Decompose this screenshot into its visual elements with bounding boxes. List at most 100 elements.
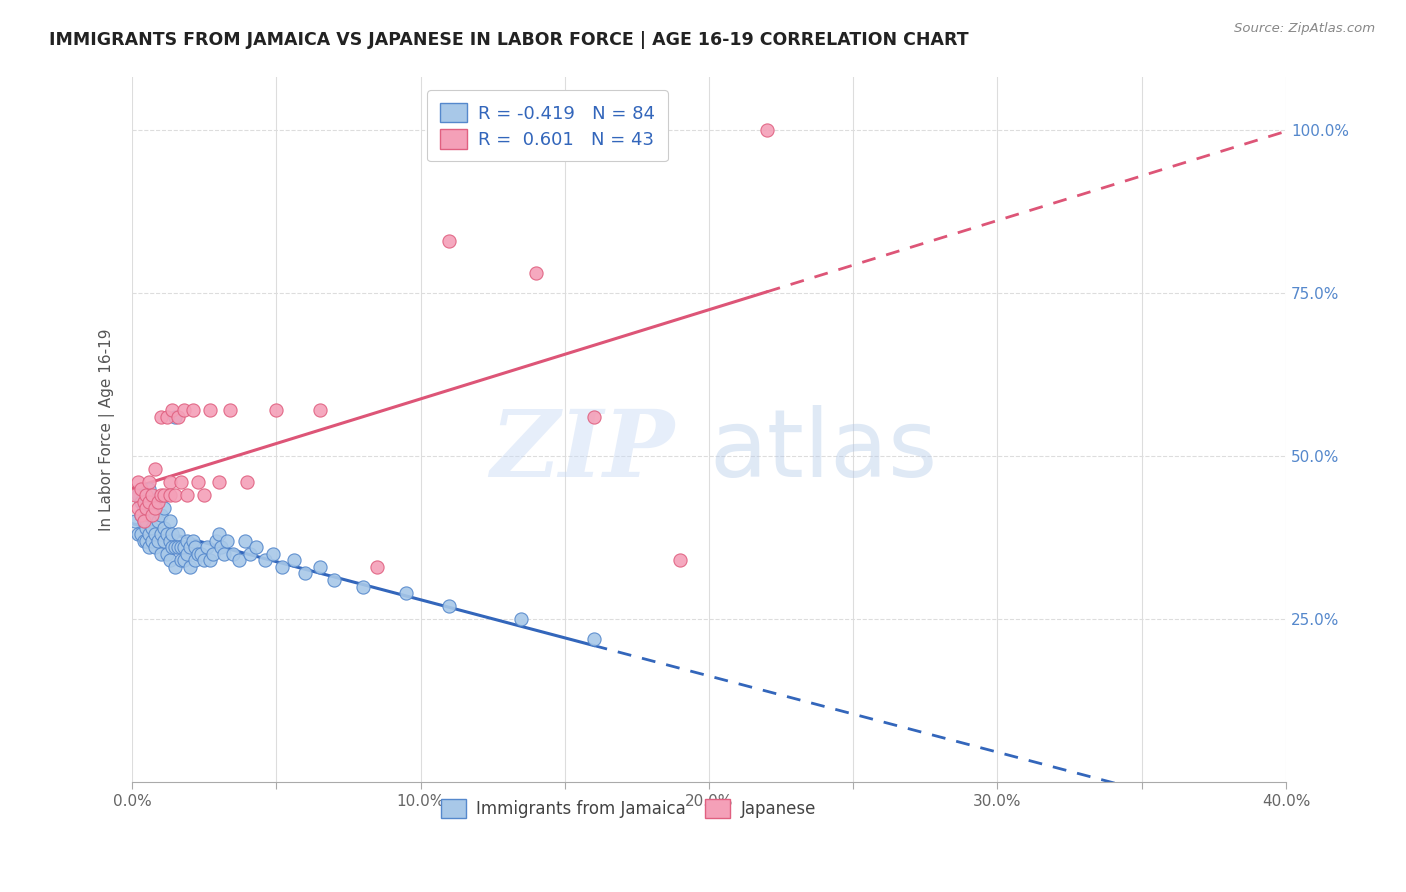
Point	[124, 514, 146, 528]
Point	[323, 573, 346, 587]
Point	[156, 527, 179, 541]
Point	[124, 488, 146, 502]
Point	[176, 533, 198, 548]
Point	[132, 514, 155, 528]
Point	[211, 541, 233, 555]
Point	[239, 547, 262, 561]
Point	[582, 409, 605, 424]
Point	[132, 533, 155, 548]
Point	[149, 409, 172, 424]
Point	[170, 475, 193, 489]
Point	[228, 553, 250, 567]
Point	[294, 566, 316, 581]
Point	[149, 527, 172, 541]
Point	[132, 514, 155, 528]
Point	[204, 533, 226, 548]
Point	[165, 488, 187, 502]
Point	[138, 482, 160, 496]
Point	[207, 527, 229, 541]
Point	[159, 475, 181, 489]
Point	[201, 547, 224, 561]
Point	[236, 475, 259, 489]
Point	[127, 475, 149, 489]
Point	[264, 403, 287, 417]
Point	[217, 533, 239, 548]
Point	[181, 533, 204, 548]
Point	[143, 541, 166, 555]
Point	[170, 553, 193, 567]
Point	[184, 553, 207, 567]
Point	[159, 488, 181, 502]
Point	[156, 409, 179, 424]
Point	[141, 501, 163, 516]
Point	[146, 533, 169, 548]
Point	[135, 533, 157, 548]
Point	[141, 494, 163, 508]
Point	[149, 508, 172, 522]
Point	[156, 547, 179, 561]
Point	[170, 541, 193, 555]
Point	[214, 547, 236, 561]
Point	[262, 547, 284, 561]
Point	[173, 541, 195, 555]
Point	[159, 553, 181, 567]
Point	[152, 533, 174, 548]
Point	[308, 560, 330, 574]
Point	[271, 560, 294, 574]
Point	[127, 527, 149, 541]
Point	[152, 521, 174, 535]
Point	[149, 488, 172, 502]
Point	[138, 475, 160, 489]
Point	[198, 403, 221, 417]
Point	[143, 527, 166, 541]
Point	[132, 501, 155, 516]
Text: ZIP: ZIP	[491, 406, 675, 496]
Point	[138, 541, 160, 555]
Point	[198, 553, 221, 567]
Point	[143, 508, 166, 522]
Point	[755, 122, 778, 136]
Point	[176, 547, 198, 561]
Point	[283, 553, 305, 567]
Point	[366, 560, 388, 574]
Point	[143, 462, 166, 476]
Text: IMMIGRANTS FROM JAMAICA VS JAPANESE IN LABOR FORCE | AGE 16-19 CORRELATION CHART: IMMIGRANTS FROM JAMAICA VS JAPANESE IN L…	[49, 31, 969, 49]
Legend: Immigrants from Jamaica, Japanese: Immigrants from Jamaica, Japanese	[434, 793, 823, 825]
Point	[582, 632, 605, 646]
Point	[129, 508, 152, 522]
Point	[190, 547, 212, 561]
Point	[162, 541, 184, 555]
Point	[162, 403, 184, 417]
Point	[141, 508, 163, 522]
Point	[195, 541, 218, 555]
Point	[146, 494, 169, 508]
Point	[141, 488, 163, 502]
Point	[135, 514, 157, 528]
Point	[193, 553, 215, 567]
Point	[352, 580, 374, 594]
Point	[165, 409, 187, 424]
Point	[524, 266, 547, 280]
Point	[173, 403, 195, 417]
Point	[135, 521, 157, 535]
Point	[165, 541, 187, 555]
Point	[167, 541, 190, 555]
Point	[439, 599, 461, 614]
Point	[132, 494, 155, 508]
Point	[152, 488, 174, 502]
Point	[395, 586, 418, 600]
Point	[176, 488, 198, 502]
Point	[167, 409, 190, 424]
Point	[159, 514, 181, 528]
Point	[179, 541, 201, 555]
Point	[138, 508, 160, 522]
Point	[193, 488, 215, 502]
Point	[207, 475, 229, 489]
Point	[181, 403, 204, 417]
Point	[143, 501, 166, 516]
Point	[146, 514, 169, 528]
Point	[187, 475, 209, 489]
Point	[173, 553, 195, 567]
Point	[245, 541, 267, 555]
Point	[233, 533, 256, 548]
